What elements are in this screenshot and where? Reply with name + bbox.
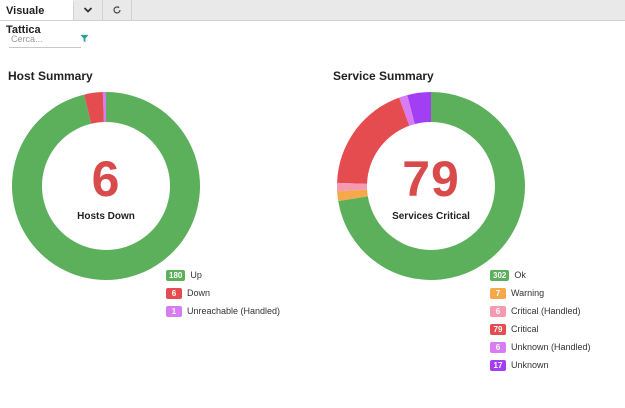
legend-badge: 17 xyxy=(490,359,506,371)
tab-bar: Visuale Tattica xyxy=(0,0,625,36)
service-summary-center: 79 Services Critical xyxy=(371,154,491,222)
refresh-icon xyxy=(113,6,121,14)
services-critical-count: 79 xyxy=(402,151,460,207)
legend-label: Up xyxy=(190,270,202,280)
legend-item-warning[interactable]: 7 Warning xyxy=(490,284,591,302)
donut-slice-warning[interactable] xyxy=(337,189,368,202)
service-summary-donut xyxy=(337,92,525,280)
legend-item-unreachable-handled[interactable]: 1 Unreachable (Handled) xyxy=(166,302,280,320)
service-summary-legend: 302 Ok 7 Warning 6 Critical (Handled) 79… xyxy=(490,266,591,374)
legend-item-unknown-handled[interactable]: 6 Unknown (Handled) xyxy=(490,338,591,356)
legend-badge: 79 xyxy=(490,323,506,335)
donut-slice-down[interactable] xyxy=(84,92,104,124)
legend-item-ok[interactable]: 302 Ok xyxy=(490,266,591,284)
legend-label: Warning xyxy=(511,288,545,298)
legend-label: Unknown xyxy=(511,360,549,370)
legend-item-critical-handled[interactable]: 6 Critical (Handled) xyxy=(490,302,591,320)
legend-label: Critical xyxy=(511,324,539,334)
donut-slice-up[interactable] xyxy=(12,92,200,280)
services-critical-label: Services Critical xyxy=(392,211,470,222)
legend-label: Down xyxy=(187,288,211,298)
legend-label: Unreachable (Handled) xyxy=(187,306,281,316)
donut-slice-ok[interactable] xyxy=(338,92,525,280)
legend-badge: 180 xyxy=(166,269,186,281)
legend-item-down[interactable]: 6 Down xyxy=(166,284,280,302)
donut-slice-unknown-handled[interactable] xyxy=(399,95,415,126)
donut-slice-unknown[interactable] xyxy=(407,92,431,125)
tab-visuale-tattica[interactable]: Visuale Tattica xyxy=(0,0,74,36)
legend-item-unknown[interactable]: 17 Unknown xyxy=(490,356,591,374)
donut-slice-critical-handled[interactable] xyxy=(337,182,368,192)
tab-dropdown-button[interactable] xyxy=(74,0,103,20)
legend-item-critical[interactable]: 79 Critical xyxy=(490,320,591,338)
chevron-down-icon xyxy=(83,7,93,13)
search-input[interactable] xyxy=(9,31,81,48)
filter-icon[interactable] xyxy=(80,34,89,43)
legend-badge: 6 xyxy=(490,341,506,353)
legend-label: Unknown (Handled) xyxy=(511,342,591,352)
legend-badge: 6 xyxy=(166,287,182,299)
hosts-down-count: 6 xyxy=(91,151,121,207)
legend-badge: 7 xyxy=(490,287,506,299)
service-summary-title: Service Summary xyxy=(333,69,434,83)
legend-badge: 6 xyxy=(490,305,506,317)
legend-badge: 1 xyxy=(166,305,182,317)
donut-slice-unreachable-handled[interactable] xyxy=(102,92,106,123)
legend-label: Ok xyxy=(514,270,526,280)
host-summary-donut xyxy=(12,92,200,280)
hosts-down-label: Hosts Down xyxy=(77,211,135,222)
legend-badge: 302 xyxy=(490,269,510,281)
host-summary-title: Host Summary xyxy=(8,69,93,83)
host-summary-legend: 180 Up 6 Down 1 Unreachable (Handled) xyxy=(166,266,280,320)
donut-slice-critical[interactable] xyxy=(337,97,410,184)
legend-item-up[interactable]: 180 Up xyxy=(166,266,280,284)
legend-label: Critical (Handled) xyxy=(511,306,581,316)
refresh-button[interactable] xyxy=(103,0,132,20)
host-summary-center: 6 Hosts Down xyxy=(46,154,166,222)
